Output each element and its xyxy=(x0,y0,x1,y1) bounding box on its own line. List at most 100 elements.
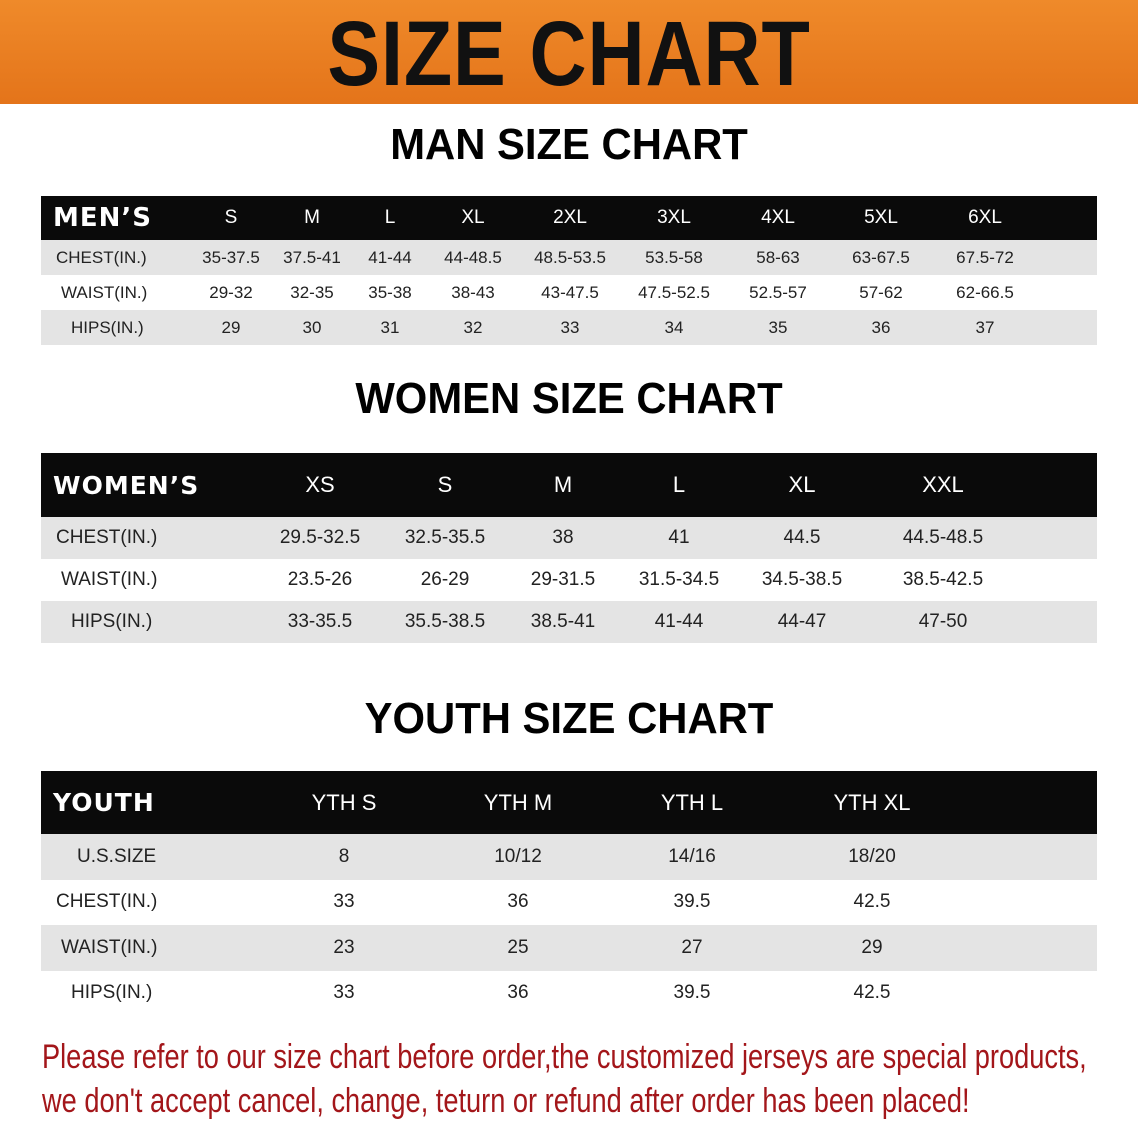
table-cell: 67.5-72 xyxy=(956,247,1014,267)
table-cell: 29-32 xyxy=(209,282,253,302)
measurement-label: U.S.SIZE xyxy=(77,845,157,867)
table-cell: 14/16 xyxy=(668,845,716,867)
size-header-cell: 2XL xyxy=(553,207,587,228)
table-cell: 29 xyxy=(861,936,883,958)
table-row: WAIST(IN.) 23.5-26 26-29 29-31.5 31.5-34.5 34… xyxy=(41,559,1097,601)
table-header-row: MEN’S S M L XL 2XL 3XL 4XL 5XL 6XL xyxy=(41,196,1097,240)
size-header-cell: M xyxy=(553,472,573,497)
table-cell: 29-31.5 xyxy=(530,569,596,590)
table-cell: 39.5 xyxy=(673,982,711,1004)
table-cell: 23.5-26 xyxy=(287,569,353,590)
table-cell: 34 xyxy=(664,317,684,337)
table-row: CHEST(IN.) 35-37.5 37.5-41 41-44 44-48.5 48.5… xyxy=(41,240,1097,275)
table-title-cell: YOUTH xyxy=(53,788,155,817)
table-cell: 37 xyxy=(975,317,995,337)
table-cell: 41-44 xyxy=(654,611,704,632)
table-cell: 33-35.5 xyxy=(287,611,353,632)
notice-line-2: we don't accept cancel, change, teturn o… xyxy=(42,1082,970,1120)
table-cell: 30 xyxy=(302,317,322,337)
size-header-cell: XL xyxy=(788,472,816,497)
table-cell: 33 xyxy=(560,317,580,337)
banner: SIZE CHART xyxy=(0,0,1138,105)
table-cell: 48.5-53.5 xyxy=(534,247,606,267)
table-cell: 57-62 xyxy=(859,282,903,302)
table-cell: 18/20 xyxy=(848,845,896,867)
table-cell: 32 xyxy=(463,317,483,337)
table-cell: 35-37.5 xyxy=(202,247,260,267)
table-cell: 26-29 xyxy=(420,569,470,590)
table-cell: 44.5-48.5 xyxy=(902,527,984,548)
table-cell: 52.5-57 xyxy=(749,282,807,302)
table-title-cell: WOMEN’S xyxy=(53,470,200,500)
banner-title: SIZE CHART xyxy=(327,3,811,105)
table-row: HIPS(IN.) 33-35.5 35.5-38.5 38.5-41 41-44 44-… xyxy=(41,601,1097,643)
table-cell: 47-50 xyxy=(918,611,968,632)
measurement-label: CHEST(IN.) xyxy=(56,247,147,267)
size-header-cell: 5XL xyxy=(864,207,898,228)
size-header-cell: S xyxy=(437,472,453,497)
table-cell: 39.5 xyxy=(673,891,711,913)
notice-line-1: Please refer to our size chart before or… xyxy=(42,1038,1087,1076)
table-cell: 23 xyxy=(333,936,355,958)
table-header-row: WOMEN’S XS S M L XL XXL xyxy=(41,453,1097,517)
table-cell: 35-38 xyxy=(368,282,412,302)
table-cell: 36 xyxy=(507,891,529,913)
measurement-label: CHEST(IN.) xyxy=(56,527,158,548)
size-header-cell: 3XL xyxy=(657,207,691,228)
men-section-title: MAN SIZE CHART xyxy=(390,120,748,169)
table-cell: 58-63 xyxy=(756,247,800,267)
table-cell: 53.5-58 xyxy=(645,247,703,267)
size-header-cell: M xyxy=(304,207,320,228)
table-cell: 33 xyxy=(333,891,355,913)
measurement-label: WAIST(IN.) xyxy=(61,569,158,590)
table-cell: 42.5 xyxy=(853,891,891,913)
table-cell: 38.5-42.5 xyxy=(902,569,984,590)
table-cell: 47.5-52.5 xyxy=(638,282,710,302)
size-header-cell: 6XL xyxy=(968,207,1002,228)
table-cell: 44.5 xyxy=(783,527,821,548)
table-cell: 35 xyxy=(768,317,788,337)
table-cell: 41-44 xyxy=(368,247,412,267)
measurement-label: HIPS(IN.) xyxy=(71,611,153,632)
table-row: WAIST(IN.) 23 25 27 29 xyxy=(41,925,1097,971)
table-cell: 25 xyxy=(507,936,529,958)
size-header-cell: S xyxy=(224,207,238,228)
size-header-cell: XL xyxy=(461,207,485,228)
measurement-label: WAIST(IN.) xyxy=(61,282,148,302)
size-header-cell: YTH XL xyxy=(833,789,911,815)
table-cell: 34.5-38.5 xyxy=(761,569,843,590)
size-header-cell: 4XL xyxy=(761,207,795,228)
table-cell: 33 xyxy=(333,982,355,1004)
table-cell: 10/12 xyxy=(494,845,542,867)
table-cell: 32.5-35.5 xyxy=(404,527,486,548)
measurement-label: WAIST(IN.) xyxy=(61,936,158,958)
table-cell: 43-47.5 xyxy=(541,282,599,302)
measurement-label: CHEST(IN.) xyxy=(56,891,158,913)
table-row: U.S.SIZE 8 10/12 14/16 18/20 xyxy=(41,834,1097,880)
table-row: CHEST(IN.) 33 36 39.5 42.5 xyxy=(41,879,1097,925)
table-cell: 35.5-38.5 xyxy=(404,611,486,632)
table-cell: 44-47 xyxy=(777,611,827,632)
table-cell: 8 xyxy=(338,845,350,867)
table-cell: 27 xyxy=(681,936,703,958)
table-cell: 32-35 xyxy=(290,282,334,302)
table-row: WAIST(IN.) 29-32 32-35 35-38 38-43 43-47.5 47.… xyxy=(41,275,1097,310)
size-header-cell: XS xyxy=(305,472,335,497)
table-cell: 31.5-34.5 xyxy=(638,569,720,590)
table-cell: 37.5-41 xyxy=(283,247,341,267)
table-cell: 29.5-32.5 xyxy=(279,527,361,548)
table-cell: 38.5-41 xyxy=(530,611,596,632)
table-cell: 42.5 xyxy=(853,982,891,1004)
size-header-cell: YTH L xyxy=(660,789,724,815)
table-row: CHEST(IN.) 29.5-32.5 32.5-35.5 38 41 44.5 44.5… xyxy=(41,517,1097,559)
table-row: HIPS(IN.) 33 36 39.5 42.5 xyxy=(41,970,1097,1016)
table-cell: 41 xyxy=(668,527,690,548)
table-title-cell: MEN’S xyxy=(53,203,152,233)
measurement-label: HIPS(IN.) xyxy=(71,317,144,337)
measurement-label: HIPS(IN.) xyxy=(71,982,153,1004)
table-cell: 31 xyxy=(380,317,400,337)
size-header-cell: YTH M xyxy=(483,789,553,815)
size-header-cell: L xyxy=(384,207,396,228)
size-header-cell: L xyxy=(672,472,686,497)
youth-section-title: YOUTH SIZE CHART xyxy=(364,694,774,743)
